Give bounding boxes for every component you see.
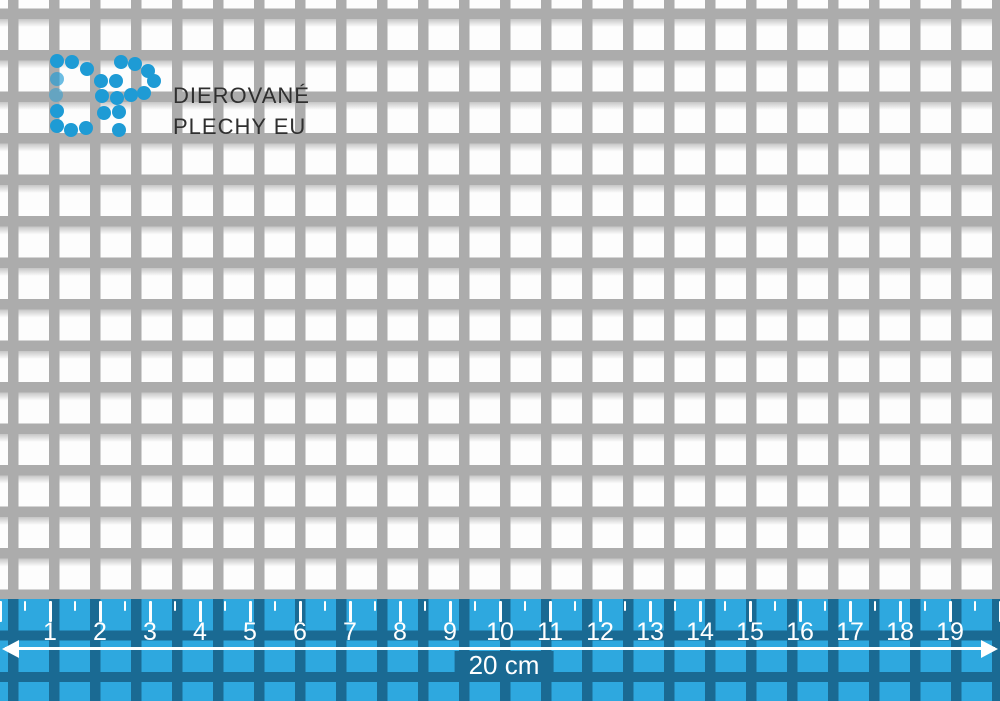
brand-wordmark: DIEROVANÉ PLECHY EU: [173, 80, 310, 142]
ruler-tick-major: [498, 601, 502, 622]
ruler-tick-minor: [924, 601, 926, 611]
ruler-tick-major: [848, 601, 852, 622]
ruler-tick-minor: [374, 601, 376, 611]
ruler: 1 2 3 4 5 6 7 8 9 10 11 12 13 14 15 16 17 18 19 20 cm: [0, 599, 1000, 701]
ruler-number: 19: [936, 618, 964, 646]
ruler-tick-minor: [474, 601, 476, 611]
ruler-tick-major: [298, 601, 302, 622]
ruler-tick-major: [948, 601, 952, 622]
ruler-number: 15: [736, 618, 764, 646]
brand-line1: DIEROVANÉ: [173, 83, 310, 108]
ruler-number: 11: [537, 618, 563, 646]
ruler-tick-minor: [574, 601, 576, 611]
ruler-tick-minor: [824, 601, 826, 611]
ruler-tick-major: [748, 601, 752, 622]
ruler-tick-major: [198, 601, 202, 622]
ruler-tick-major: [448, 601, 452, 622]
ruler-number: 9: [443, 618, 457, 646]
ruler-tick-major: [798, 601, 802, 622]
ruler-tick-major: [698, 601, 702, 622]
ruler-tick-minor: [224, 601, 226, 611]
ruler-number: 1: [43, 618, 57, 646]
ruler-tick-major: [998, 601, 1000, 622]
ruler-tick-minor: [24, 601, 26, 611]
arrow-right-icon: [981, 640, 998, 658]
ruler-tick-minor: [424, 601, 426, 611]
ruler-number: 7: [343, 618, 357, 646]
ruler-tick-major: [898, 601, 902, 622]
ruler-number: 10: [486, 618, 514, 646]
ruler-tick-major: [48, 601, 52, 622]
ruler-tick-minor: [524, 601, 526, 611]
ruler-tick-major: [148, 601, 152, 622]
ruler-tick-minor: [274, 601, 276, 611]
ruler-number: 14: [686, 618, 714, 646]
ruler-number: 12: [586, 618, 614, 646]
ruler-tick-major: [548, 601, 552, 622]
ruler-tick-minor: [774, 601, 776, 611]
ruler-number: 4: [193, 618, 207, 646]
ruler-tick-major: [398, 601, 402, 622]
ruler-number: 16: [786, 618, 814, 646]
ruler-tick-major: [348, 601, 352, 622]
ruler-tick-minor: [74, 601, 76, 611]
ruler-tick-major: [648, 601, 652, 622]
ruler-number: 3: [143, 618, 157, 646]
ruler-tick-minor: [724, 601, 726, 611]
ruler-number: 18: [886, 618, 914, 646]
ruler-number: 8: [393, 618, 407, 646]
ruler-number: 13: [636, 618, 664, 646]
ruler-number: 2: [93, 618, 107, 646]
ruler-tick-major: [248, 601, 252, 622]
ruler-tick-minor: [324, 601, 326, 611]
ruler-tick-major: [598, 601, 602, 622]
ruler-tick-major: [98, 601, 102, 622]
ruler-number: 5: [243, 618, 257, 646]
ruler-tick-minor: [174, 601, 176, 611]
dp-logo-icon: [49, 54, 161, 137]
ruler-tick-minor: [624, 601, 626, 611]
arrow-left-icon: [2, 640, 19, 658]
ruler-number: 6: [293, 618, 307, 646]
ruler-tick-minor: [674, 601, 676, 611]
ruler-tick-minor: [874, 601, 876, 611]
ruler-tick-minor: [974, 601, 976, 611]
brand-line2: PLECHY EU: [173, 114, 307, 139]
dimension-label: 20 cm: [454, 651, 554, 680]
dimension-line: [5, 647, 995, 650]
ruler-tick-major: [0, 601, 2, 622]
ruler-tick-minor: [124, 601, 126, 611]
ruler-number: 17: [836, 618, 864, 646]
